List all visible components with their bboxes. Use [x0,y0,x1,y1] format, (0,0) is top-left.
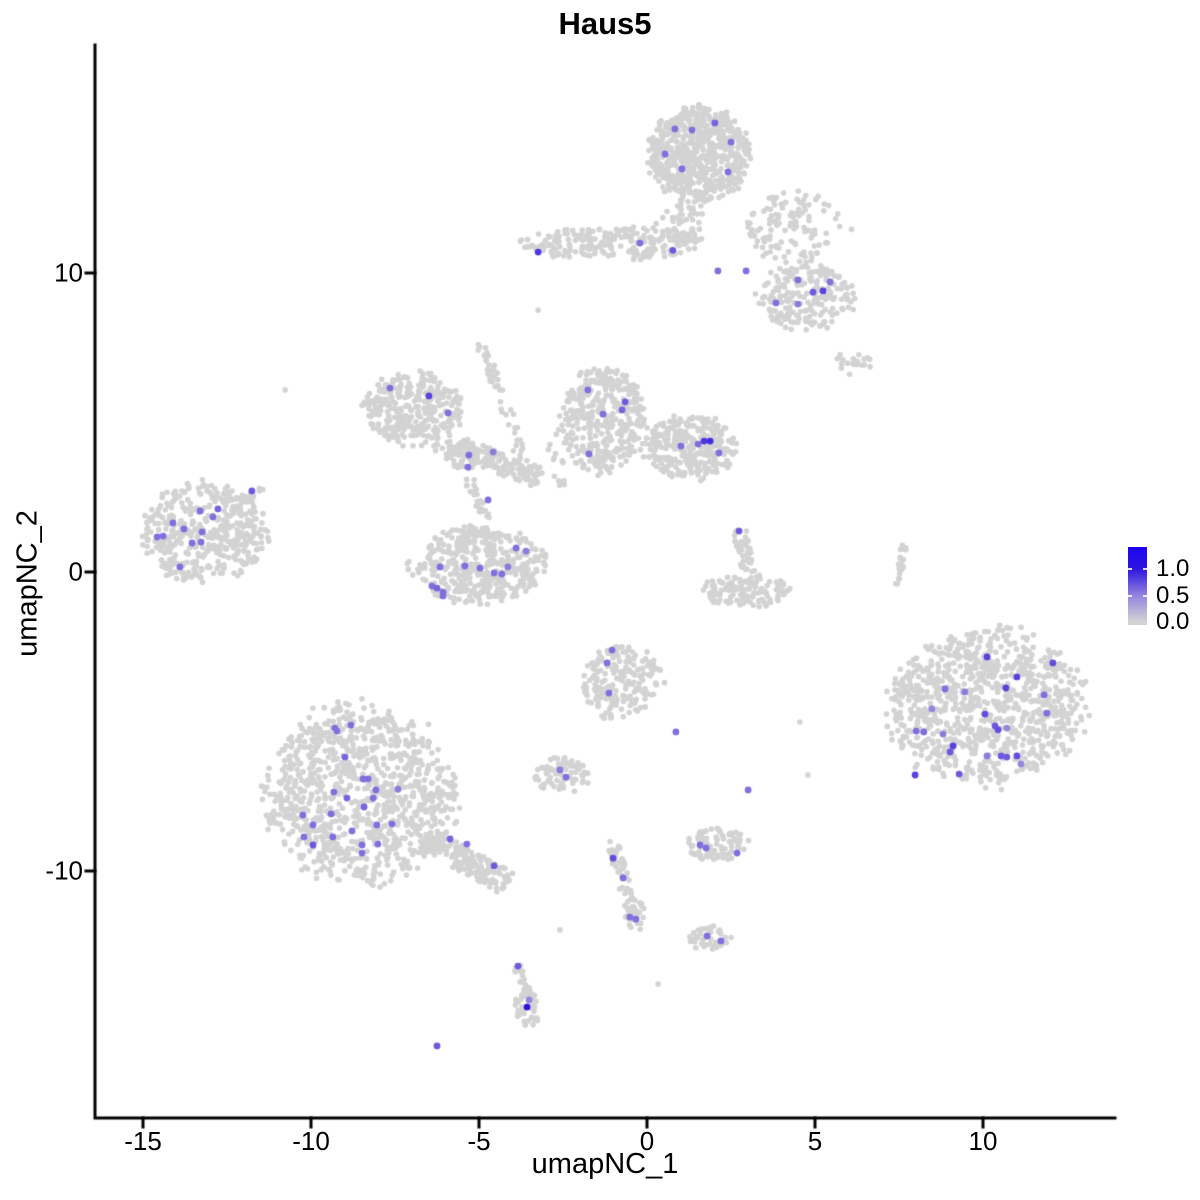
x-tick-label: 0 [639,1126,655,1156]
legend-label-min: 0.0 [1156,608,1190,635]
legend-tick-mark [1128,595,1132,597]
y-tick-label: 0 [68,556,83,587]
x-tick-label: 10 [968,1126,998,1156]
x-tick-label: -15 [124,1126,162,1156]
y-tick-label: -10 [45,855,83,886]
legend-label-max: 1.0 [1156,555,1190,582]
x-tick-label: 5 [807,1126,823,1156]
legend-tick-mark [1143,568,1147,570]
legend-tick-mark [1143,595,1147,597]
legend-gradient-bar [1128,547,1147,625]
x-axis-title: umapNC_1 [531,1148,679,1180]
legend-label-mid: 0.5 [1156,582,1190,609]
chart-title: Haus5 [558,6,652,41]
color-legend: 1.0 0.5 0.0 [1128,547,1200,634]
y-tick-label: 10 [54,257,83,288]
x-tick-label: -10 [292,1126,330,1156]
legend-tick-mark [1128,568,1132,570]
x-tick-label: -5 [467,1126,491,1156]
